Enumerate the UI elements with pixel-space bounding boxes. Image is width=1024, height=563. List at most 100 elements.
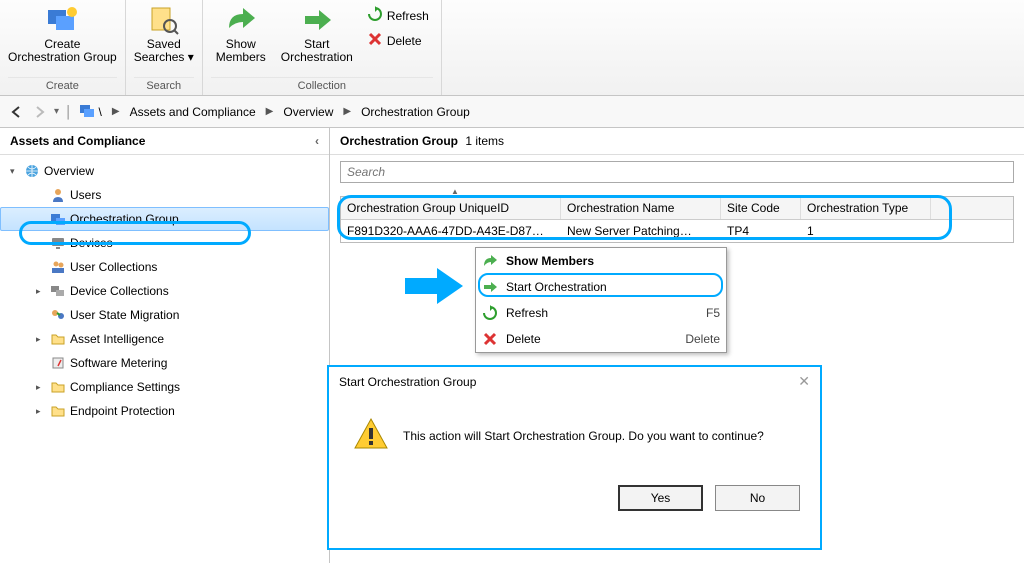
dialog-message: This action will Start Orchestration Gro… [403,429,764,443]
expander-icon[interactable]: ▸ [36,334,46,345]
content-title: Orchestration Group [340,134,458,148]
crumb-1[interactable]: Overview [283,105,333,119]
search-box [340,161,1014,183]
sidebar-item-overview[interactable]: ▾Overview [0,159,329,183]
sidebar-item-label: User State Migration [70,308,179,322]
group-title-collection: Collection [211,77,433,95]
sidebar: Assets and Compliance ‹ ▾OverviewUsersOr… [0,128,330,563]
ctx-start-orchestration[interactable]: Start Orchestration [476,274,726,300]
crumb-arrow-icon: ▶ [343,106,351,117]
user-icon [50,187,66,203]
nav-dropdown-icon[interactable]: ▾ [54,106,59,117]
cell-site: TP4 [721,220,801,242]
context-menu: Show MembersStart OrchestrationRefreshF5… [475,247,727,353]
ctx-refresh[interactable]: RefreshF5 [476,300,726,326]
cell-type: 1 [801,220,931,242]
refresh-icon [367,6,383,25]
sidebar-title: Assets and Compliance ‹ [0,128,329,155]
folder-icon [50,403,66,419]
sidebar-item-label: Software Metering [70,356,167,370]
sidebar-item-devices[interactable]: Devices [0,231,329,255]
usm-icon [50,307,66,323]
crumb-root[interactable]: \ [99,105,102,119]
search-icon [148,4,180,36]
dialog-title: Start Orchestration Group [339,375,476,389]
og-icon [50,211,66,227]
collapse-sidebar-icon[interactable]: ‹ [315,134,319,148]
sidebar-item-device-collections[interactable]: ▸ Device Collections [0,279,329,303]
ctx-label: Delete [506,332,541,346]
sidebar-item-endpoint-protection[interactable]: ▸Endpoint Protection [0,399,329,423]
saved-searches-button[interactable]: SavedSearches ▾ [134,4,194,64]
ctx-show-members[interactable]: Show Members [476,248,726,274]
col-name[interactable]: Orchestration Name [561,197,721,219]
content-count: 1 items [465,134,504,148]
start-orch-button[interactable]: StartOrchestration [281,4,353,64]
grid-header: Orchestration Group UniqueID Orchestrati… [341,197,1013,220]
content-header: Orchestration Group 1 items [330,128,1024,155]
tree: ▾OverviewUsersOrchestration Group Devices… [0,155,329,427]
expander-icon[interactable]: ▾ [10,166,20,177]
col-site[interactable]: Site Code [721,197,801,219]
create-og-button[interactable]: CreateOrchestration Group [8,4,117,64]
ribbon-group-create: CreateOrchestration Group Create [0,0,126,95]
table-row[interactable]: F891D320-AAA6-47DD-A43E-D87… New Server … [341,220,1013,242]
delete-icon [367,31,383,50]
start-orch-label: StartOrchestration [281,38,353,64]
sidebar-item-users[interactable]: Users [0,183,329,207]
show-members-label: ShowMembers [216,38,266,64]
nav-fwd-button[interactable] [30,102,50,122]
device-icon [50,235,66,251]
sidebar-item-label: Devices [70,236,113,250]
col-uniqueid[interactable]: Orchestration Group UniqueID [341,197,561,219]
ctx-shortcut: Delete [685,332,720,346]
user-coll-icon [50,259,66,275]
folder-icon [50,379,66,395]
sidebar-item-user-state-migration[interactable]: User State Migration [0,303,329,327]
saved-searches-label: SavedSearches ▾ [134,38,194,64]
sidebar-title-text: Assets and Compliance [10,134,145,148]
delete-label: Delete [387,34,422,48]
confirm-dialog: Start Orchestration Group ✕ This action … [327,365,822,550]
delete-icon [482,331,498,347]
delete-button[interactable]: Delete [363,29,433,52]
create-og-label: CreateOrchestration Group [8,38,117,64]
dialog-titlebar: Start Orchestration Group ✕ [329,367,820,396]
refresh-button[interactable]: Refresh [363,4,433,27]
group-title-create: Create [8,77,117,95]
ribbon-group-search: SavedSearches ▾ Search [126,0,203,95]
ctx-delete[interactable]: Delete Delete [476,326,726,352]
close-icon[interactable]: ✕ [798,373,810,390]
no-button[interactable]: No [715,485,800,511]
col-type[interactable]: Orchestration Type [801,197,931,219]
nav-back-button[interactable] [6,102,26,122]
warning-icon [353,416,389,455]
expander-icon[interactable]: ▸ [36,406,46,417]
sidebar-item-user-collections[interactable]: User Collections [0,255,329,279]
arrow-share-icon [225,4,257,36]
ctx-label: Refresh [506,306,548,320]
meter-icon [50,355,66,371]
show-members-button[interactable]: ShowMembers [211,4,271,64]
crumb-0[interactable]: Assets and Compliance [130,105,256,119]
crumb-arrow-icon: ▶ [112,106,120,117]
arrow-share-icon [482,253,498,269]
sidebar-item-label: Device Collections [70,284,169,298]
sidebar-item-software-metering[interactable]: Software Metering [0,351,329,375]
expander-icon[interactable]: ▸ [36,382,46,393]
arrow-right-green-icon [301,4,333,36]
root-icon [79,102,95,121]
expander-icon[interactable]: ▸ [36,286,46,297]
og-create-icon [46,4,78,36]
navbar: ▾ │ \ ▶ Assets and Compliance ▶ Overview… [0,96,1024,128]
group-title-search: Search [134,77,194,95]
sidebar-item-compliance-settings[interactable]: ▸Compliance Settings [0,375,329,399]
sidebar-item-label: Asset Intelligence [70,332,164,346]
refresh-label: Refresh [387,9,429,23]
yes-button[interactable]: Yes [618,485,703,511]
search-input[interactable] [340,161,1014,183]
sidebar-item-orchestration-group[interactable]: Orchestration Group [0,207,329,231]
crumb-2[interactable]: Orchestration Group [361,105,470,119]
sidebar-item-label: User Collections [70,260,157,274]
sidebar-item-asset-intelligence[interactable]: ▸ Asset Intelligence [0,327,329,351]
